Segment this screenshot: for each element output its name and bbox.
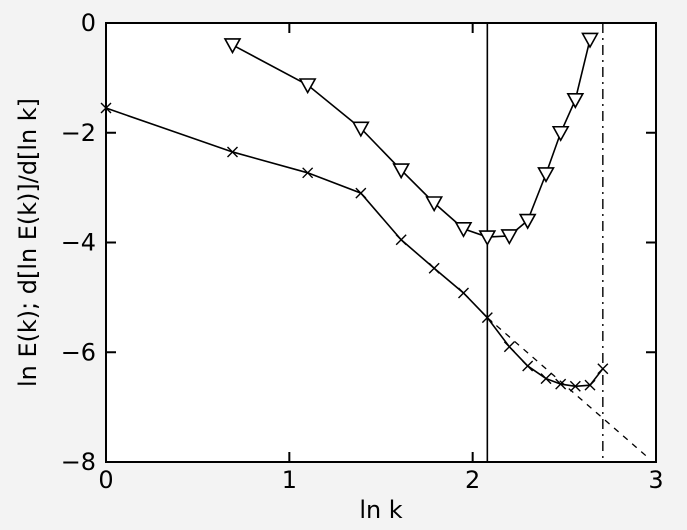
x-axis-label: ln k xyxy=(359,496,402,524)
xtick-label: 2 xyxy=(465,466,480,494)
xtick-label: 0 xyxy=(98,466,113,494)
ytick-label: −6 xyxy=(61,338,96,366)
ytick-label: −4 xyxy=(61,229,96,257)
ytick-label: −2 xyxy=(61,119,96,147)
ytick-label: 0 xyxy=(81,9,96,37)
y-axis-label: ln E(k); d[ln E(k)]/d[ln k] xyxy=(14,98,42,387)
plot-area xyxy=(106,23,656,462)
chart-root: 0 1 2 3 −8 −6 −4 −2 0 ln k ln E(k); d[ln E(k)]/d[l… xyxy=(0,0,687,530)
xtick-label: 1 xyxy=(282,466,297,494)
chart-svg: 0 1 2 3 −8 −6 −4 −2 0 ln k ln E(k); d[ln E(k)]/d[l… xyxy=(0,0,687,530)
xtick-label: 3 xyxy=(648,466,663,494)
ytick-label: −8 xyxy=(61,448,96,476)
